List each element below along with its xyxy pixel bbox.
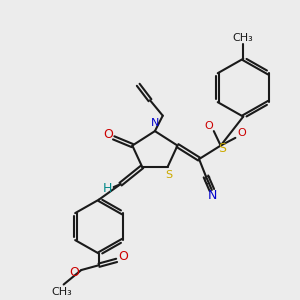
Text: S: S [165,169,172,179]
Text: CH₃: CH₃ [51,287,72,297]
Text: CH₃: CH₃ [233,32,254,43]
Text: C: C [204,176,210,186]
Text: O: O [205,121,213,131]
Text: H: H [103,182,112,194]
Text: N: N [208,189,218,202]
Text: O: O [70,266,80,279]
Text: O: O [118,250,128,263]
Text: O: O [237,128,246,138]
Text: O: O [103,128,113,142]
Text: S: S [218,142,226,155]
Text: N: N [151,118,159,128]
